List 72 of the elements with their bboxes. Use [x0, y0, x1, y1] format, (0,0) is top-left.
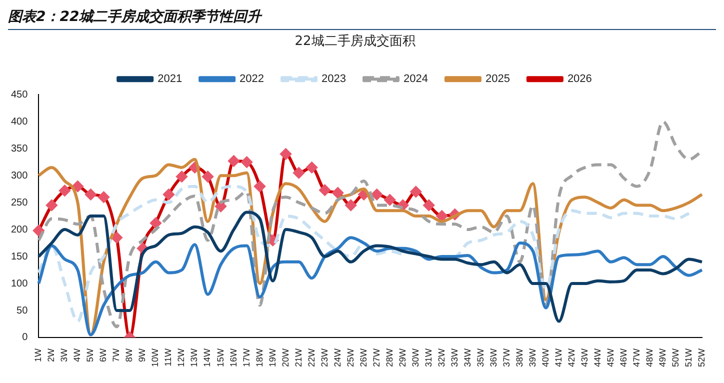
x-tick-label: 46W — [618, 348, 628, 368]
x-tick-label: 44W — [592, 348, 602, 368]
x-tick-label: 28W — [384, 348, 394, 368]
x-tick-label: 20W — [280, 348, 290, 368]
x-tick-label: 33W — [449, 348, 460, 368]
y-tick-label: 350 — [10, 143, 28, 154]
y-tick-label: 400 — [10, 116, 28, 128]
x-tick-label: 32W — [436, 348, 446, 368]
x-tick-label: 19W — [267, 348, 278, 368]
x-tick-label: 35W — [475, 348, 486, 368]
x-tick-label: 26W — [358, 348, 368, 368]
x-tick-label: 47W — [631, 348, 642, 368]
line-series — [37, 184, 690, 323]
x-tick-label: 3W — [59, 348, 70, 362]
x-tick-label: 12W — [176, 348, 186, 368]
y-tick-label: 300 — [10, 170, 28, 182]
y-tick-label: 450 — [10, 89, 28, 100]
y-tick-label: 150 — [10, 251, 28, 262]
y-tick-label: 250 — [10, 197, 28, 208]
x-tick-label: 10W — [150, 348, 160, 368]
x-tick-label: 37W — [501, 348, 512, 368]
x-tick-label: 9W — [137, 348, 148, 362]
x-tick-label: 7W — [111, 348, 122, 362]
x-tick-label: 13W — [189, 348, 200, 368]
x-tick-label: 50W — [670, 348, 680, 368]
x-tick-label: 39W — [527, 348, 538, 368]
legend-label: 2022 — [240, 73, 264, 86]
legend-label: 2025 — [485, 73, 510, 86]
x-tick-label: 30W — [410, 348, 420, 368]
x-tick-label: 6W — [98, 348, 108, 362]
chart-title: 图表2：22城二手房成交面积季节性回升 — [8, 8, 716, 30]
chart-subtitle: 22城二手房成交面积 — [294, 33, 416, 50]
x-tick-label: 48W — [644, 348, 654, 368]
legend-label: 2026 — [567, 73, 592, 86]
x-tick-label: 29W — [397, 348, 408, 368]
legend-label: 2024 — [404, 73, 428, 86]
x-tick-label: 18W — [254, 348, 264, 368]
x-tick-label: 25W — [345, 348, 356, 368]
x-tick-label: 41W — [553, 348, 564, 368]
x-tick-label: 22W — [306, 348, 316, 368]
x-tick-label: 23W — [319, 348, 330, 368]
x-tick-label: 40W — [540, 348, 550, 368]
y-tick-label: 100 — [10, 278, 28, 290]
x-tick-label: 16W — [228, 348, 238, 368]
x-tick-label: 52W — [696, 348, 706, 368]
line-series — [37, 210, 704, 323]
x-tick-label: 34W — [462, 348, 472, 368]
x-tick-label: 43W — [579, 348, 590, 368]
x-tick-label: 14W — [202, 348, 212, 368]
y-tick-label: 50 — [16, 305, 28, 316]
y-tick-label: 0 — [22, 332, 28, 344]
x-tick-label: 11W — [163, 348, 174, 366]
x-tick-label: 21W — [293, 348, 304, 368]
legend-label: 2023 — [322, 73, 346, 86]
x-tick-label: 31W — [423, 348, 434, 368]
x-tick-label: 2W — [46, 348, 56, 362]
x-tick-label: 5W — [85, 348, 96, 362]
x-tick-label: 17W — [241, 348, 252, 368]
x-tick-label: 38W — [514, 348, 524, 368]
x-tick-label: 15W — [215, 348, 226, 368]
x-tick-label: 42W — [566, 348, 576, 368]
x-tick-label: 24W — [332, 348, 342, 368]
x-tick-label: 8W — [124, 348, 134, 362]
x-tick-label: 45W — [605, 348, 616, 368]
x-tick-label: 27W — [371, 348, 382, 368]
x-tick-label: 1W — [33, 348, 44, 362]
legend-label: 2021 — [158, 73, 182, 86]
x-tick-label: 49W — [657, 348, 668, 368]
x-tick-label: 4W — [72, 348, 82, 362]
y-tick-label: 200 — [10, 224, 28, 236]
x-tick-label: 36W — [488, 348, 498, 368]
x-tick-label: 51W — [683, 348, 694, 368]
